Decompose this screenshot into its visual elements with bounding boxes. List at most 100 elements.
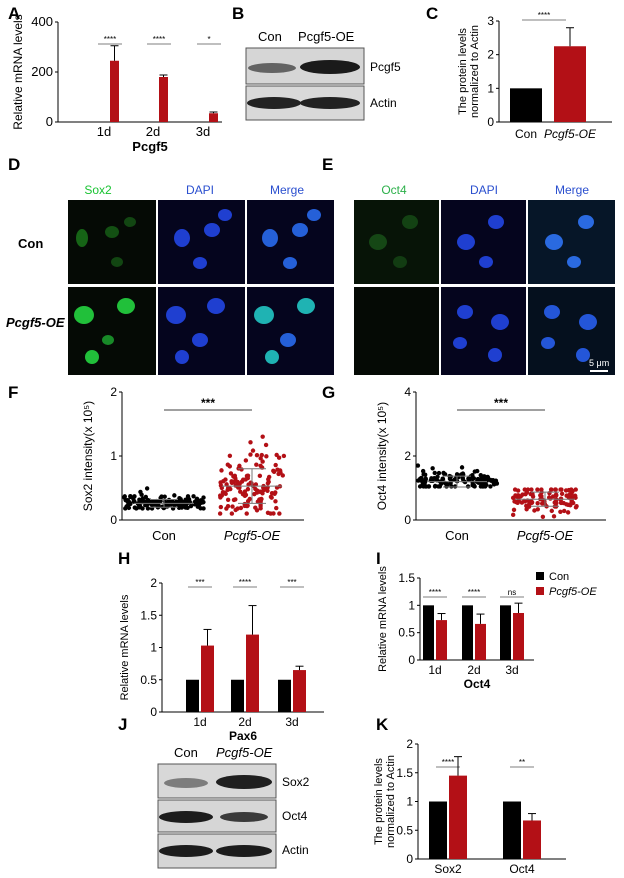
nucleus: [218, 209, 232, 221]
chart-f-point: [242, 493, 248, 499]
chart-h-y-label: Relative mRNA levels: [119, 594, 131, 700]
chart-g-point: [567, 492, 572, 498]
chart-f-point: [244, 511, 249, 516]
chart-h-x-label: Pax6: [229, 729, 257, 743]
chart-f-point: [217, 493, 223, 498]
chart-k-y-label: The protein levels: [373, 758, 385, 845]
chart-a-sig-label: *: [207, 35, 210, 44]
micro-d-header-sox2: Sox2: [84, 183, 112, 197]
nucleus: [479, 256, 493, 268]
chart-g-point: [548, 487, 554, 492]
chart-k-sig-label: ****: [442, 758, 454, 767]
chart-h-bar: [186, 679, 199, 712]
chart-k-y-tick-label: 0: [406, 852, 413, 866]
chart-g-point: [523, 491, 528, 497]
chart-f-point: [266, 477, 271, 482]
chart-f-point: [217, 511, 223, 516]
chart-f-point: [276, 471, 281, 477]
chart-f-point: [177, 495, 182, 501]
micro-e-con-dapi: [441, 200, 526, 284]
chart-f-point: [280, 473, 285, 478]
chart-k-y-tick-label: 2: [406, 737, 413, 751]
chart-f-point: [257, 473, 263, 479]
nucleus: [369, 234, 387, 250]
nucleus: [111, 257, 123, 267]
panel-label-j: J: [118, 715, 127, 734]
chart-g-point: [548, 496, 553, 501]
chart-g-x-tick-label: Con: [445, 528, 469, 543]
chart-g-point: [420, 468, 426, 474]
chart-k-y-label: normalized to Actin: [385, 755, 397, 848]
chart-g-point: [530, 494, 536, 499]
chart-f-point: [198, 506, 203, 511]
chart-a-x-tick-label: 1d: [97, 124, 111, 139]
chart-g-point: [460, 475, 465, 481]
panel-label-c: C: [426, 4, 438, 23]
chart-c-y-tick-label: 3: [487, 14, 494, 28]
chart-f-point: [228, 471, 234, 476]
chart-a-bar: [209, 113, 218, 122]
micro-d-header-dapi: DAPI: [186, 183, 214, 197]
chart-g-point: [466, 476, 471, 481]
chart-f-x-tick-label: Pcgf5-OE: [224, 528, 281, 543]
panel-label-a: A: [8, 4, 20, 23]
nucleus: [488, 348, 502, 362]
chart-g-point: [535, 487, 540, 492]
chart-g-point: [444, 484, 449, 489]
chart-g-point: [493, 478, 499, 483]
chart-a-x-tick-label: 3d: [196, 124, 210, 139]
chart-g-point: [510, 512, 516, 518]
micro-e-oe-merge: [528, 287, 615, 375]
chart-g-point: [553, 487, 558, 492]
chart-g-point: [535, 501, 540, 506]
chart-i-x-label: Oct4: [464, 677, 491, 691]
chart-g-point: [529, 498, 534, 504]
micro-d-row-con: Con: [18, 236, 43, 251]
chart-f-y-tick-label: 0: [110, 513, 117, 527]
nucleus: [280, 333, 296, 347]
blot-b-band-pcgf5-oe: [300, 60, 360, 74]
chart-g-y-label: Oct4 intensity(x 10⁵): [375, 402, 389, 510]
chart-g-point: [571, 494, 577, 499]
chart-f-point: [248, 440, 253, 445]
nucleus: [576, 348, 590, 362]
chart-f-point: [263, 442, 269, 448]
chart-f-sig-label: ***: [201, 396, 215, 410]
chart-c-x-tick-label: Pcgf5-OE: [544, 127, 597, 141]
chart-f-point: [144, 486, 150, 491]
nucleus: [76, 229, 88, 247]
chart-f-point: [230, 504, 235, 509]
chart-a-sig-label: ****: [153, 35, 165, 44]
chart-h-y-tick-label: 1: [150, 641, 157, 655]
chart-g-point: [529, 487, 534, 492]
chart-i-sig-label: ****: [468, 588, 480, 597]
chart-g-point: [565, 510, 571, 515]
chart-f-point: [138, 489, 143, 495]
chart-k-bar: [503, 801, 521, 859]
chart-g-point: [551, 514, 557, 519]
chart-f-point: [265, 488, 270, 493]
microscopy-d: Sox2 DAPI Merge Con Pcgf5-OE: [6, 183, 334, 375]
chart-g-point: [441, 470, 446, 476]
chart-i-x-tick-label: 3d: [505, 663, 518, 677]
legend-swatch-con: [536, 572, 544, 580]
chart-f-point: [253, 482, 259, 487]
nucleus: [283, 257, 297, 269]
chart-a-x-label: Pcgf5: [132, 139, 167, 154]
chart-f-point: [201, 495, 206, 500]
chart-a-bar: [110, 60, 119, 122]
chart-k-bar: [523, 820, 541, 859]
chart-g-point: [423, 476, 428, 481]
chart-k-y-tick-label: 0.5: [396, 823, 413, 837]
chart-f-y-label: Sox2 intensity(x 10⁵): [81, 401, 95, 511]
chart-g-point: [522, 498, 527, 504]
chart-i-x-tick-label: 1d: [428, 663, 441, 677]
nucleus: [545, 234, 563, 250]
chart-f-point: [229, 511, 235, 516]
chart-f-point: [254, 508, 260, 513]
chart-h-y-tick-label: 0.5: [140, 673, 157, 687]
blot-j-header-oe: Pcgf5-OE: [216, 745, 273, 760]
legend: Con Pcgf5-OE: [536, 571, 597, 598]
chart-h-y-tick-label: 1.5: [140, 608, 157, 622]
